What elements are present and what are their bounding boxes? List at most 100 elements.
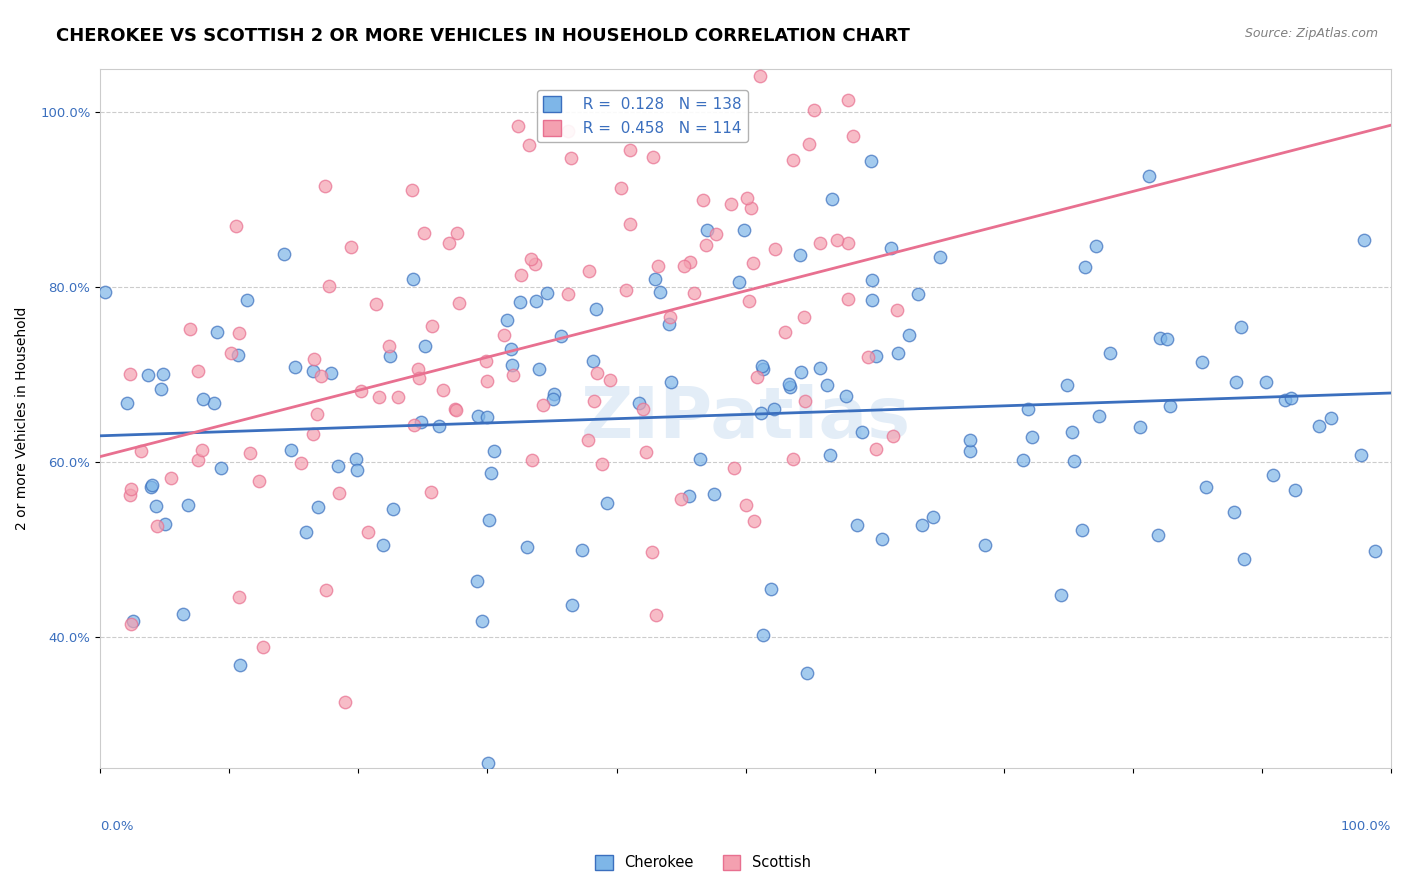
Point [738,293,761,308]
Point [120,616,142,631]
Point [789,365,811,379]
Point [531,398,554,412]
Point [837,292,859,306]
Point [1011,452,1033,467]
Point [886,302,908,317]
Point [641,544,664,558]
Point [793,310,815,324]
Point [408,371,430,385]
Point [294,525,316,540]
Point [326,459,349,474]
Point [773,325,796,339]
Point [1159,399,1181,413]
Point [236,293,259,307]
Point [321,366,343,380]
Point [571,543,593,558]
Point [1274,392,1296,407]
Point [1063,454,1085,468]
Point [737,191,759,205]
Point [346,463,368,477]
Point [413,339,436,353]
Point [252,640,274,655]
Point [136,368,159,382]
Point [118,368,141,382]
Point [749,406,772,420]
Point [129,444,152,458]
Point [856,350,879,364]
Point [412,227,434,241]
Point [704,227,727,241]
Point [1191,355,1213,369]
Point [1137,169,1160,184]
Point [880,241,903,255]
Point [172,607,194,622]
Point [437,236,460,251]
Point [742,514,765,528]
Point [678,489,700,503]
Point [191,442,214,457]
Point [741,256,763,270]
Point [474,353,496,368]
Point [477,756,499,771]
Point [702,487,724,501]
Point [402,272,425,286]
Text: 0.0%: 0.0% [100,821,134,833]
Point [492,328,515,343]
Point [187,453,209,467]
Point [1070,523,1092,537]
Point [517,137,540,152]
Point [696,223,718,237]
Point [740,201,762,215]
Point [314,179,336,194]
Point [818,448,841,462]
Point [122,614,145,628]
Point [959,444,981,458]
Point [797,136,820,151]
Point [882,429,904,443]
Point [752,628,775,642]
Point [1149,331,1171,345]
Point [187,363,209,377]
Point [177,498,200,512]
Point [446,226,468,240]
Point [406,362,429,376]
Point [659,310,682,324]
Point [228,658,250,673]
Point [928,250,950,264]
Point [120,488,142,502]
Point [120,482,142,496]
Point [782,153,804,168]
Point [541,392,564,406]
Point [636,444,658,458]
Point [501,358,523,372]
Point [837,94,859,108]
Point [860,293,883,308]
Point [449,295,471,310]
Point [149,382,172,396]
Point [484,443,506,458]
Point [782,452,804,467]
Point [860,153,883,168]
Point [659,376,682,390]
Point [273,247,295,261]
Point [302,352,325,367]
Point [226,348,249,362]
Point [581,354,603,368]
Point [1230,320,1253,334]
Point [619,143,641,157]
Point [803,103,825,117]
Point [366,296,388,310]
Point [477,513,499,527]
Point [141,478,163,492]
Point [344,451,367,466]
Legend:   R =  0.128   N = 138,   R =  0.458   N = 114: R = 0.128 N = 138, R = 0.458 N = 114 [537,90,748,142]
Point [614,283,637,297]
Point [221,346,243,360]
Point [356,525,378,540]
Point [205,326,228,340]
Point [748,69,770,83]
Point [1353,233,1375,247]
Point [524,293,547,308]
Point [582,394,605,409]
Point [845,518,868,533]
